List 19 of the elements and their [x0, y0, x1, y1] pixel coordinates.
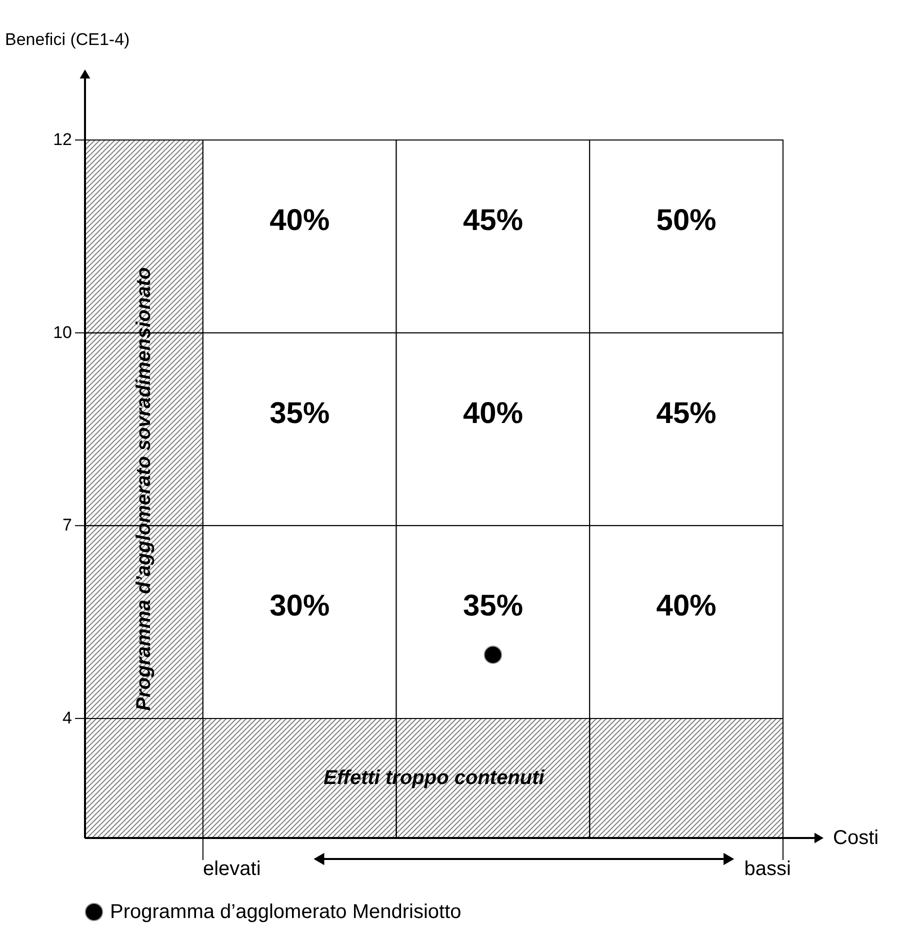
data-label: 40% [656, 590, 716, 623]
text: 10 [53, 322, 72, 342]
text: 7 [62, 516, 72, 535]
data-label: 45% [656, 396, 716, 430]
data-label: 50% [656, 204, 716, 237]
text: Programma d’agglomerato Mendrisiotto [110, 901, 462, 923]
data-label: 35% [270, 396, 330, 430]
text: 12 [53, 130, 72, 149]
data-label: 40% [462, 396, 523, 430]
data-label: 35% [462, 590, 523, 623]
annotation: Programma d’agglomerato sovradimensionato [132, 267, 155, 711]
text: bassi [744, 858, 791, 880]
data-label: 40% [270, 204, 330, 237]
x-axis-title: Costi [833, 827, 879, 849]
text: Benefici (CE1-4) [5, 30, 130, 49]
data-label: 30% [270, 590, 330, 623]
text: elevati [202, 858, 261, 880]
data-label: 45% [462, 204, 523, 237]
text: 4 [62, 708, 72, 728]
